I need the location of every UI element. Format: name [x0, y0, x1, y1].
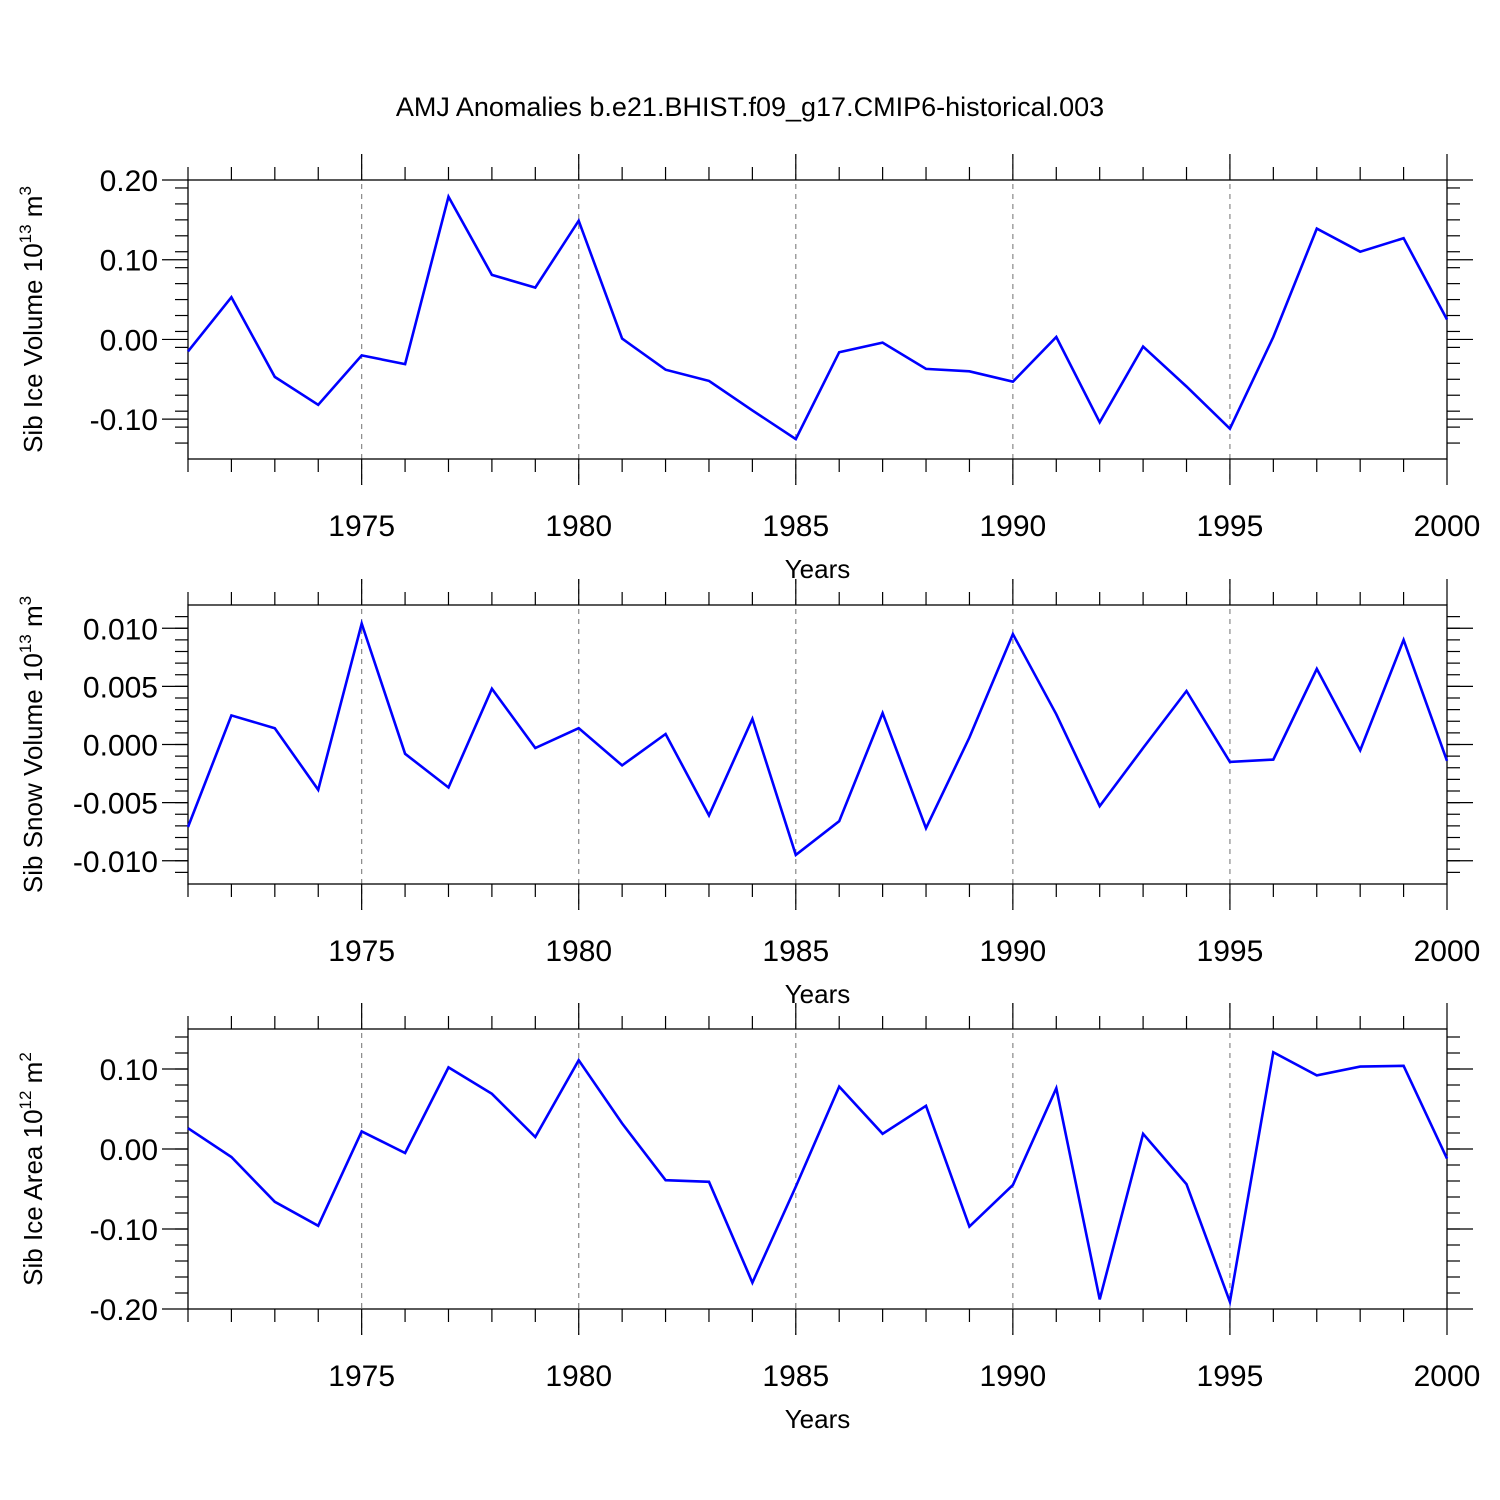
y-axis-label-unit: m [18, 196, 48, 225]
x-tick-label: 1980 [545, 935, 612, 968]
y-tick-label: 0.00 [100, 1134, 158, 1167]
y-tick-label: -0.10 [90, 404, 158, 437]
y-axis-label: Sib Ice Area 1012 m2 [16, 1052, 48, 1286]
x-axis-label: Years [785, 979, 851, 1009]
y-tick-label: -0.20 [90, 1294, 158, 1327]
y-axis-label-exponent: 12 [16, 1091, 35, 1110]
x-tick-label: 1990 [979, 510, 1046, 543]
x-tick-label: 1985 [762, 935, 829, 968]
figure-title: AMJ Anomalies b.e21.BHIST.f09_g17.CMIP6-… [396, 92, 1104, 122]
y-tick-label: 0.005 [83, 671, 158, 704]
y-axis-label-unit-exponent: 2 [16, 1052, 35, 1061]
series-line [186, 619, 1449, 858]
y-tick-label: -0.010 [73, 846, 158, 879]
x-tick-label: 1995 [1197, 1360, 1264, 1393]
x-tick-label: 2000 [1414, 1360, 1481, 1393]
y-axis-label-unit: m [18, 1062, 48, 1091]
y-axis-label-exponent: 13 [16, 634, 35, 653]
panels: 1975 1980 1985 1990 1995 2000 Years -0.10 0.00 0.… [16, 154, 1480, 1434]
y-tick-label: 0.10 [100, 245, 158, 278]
y-axis-label: Sib Ice Volume 1013 m3 [16, 186, 48, 453]
x-axis-label: Years [785, 1404, 851, 1434]
x-tick-label: 1975 [328, 510, 395, 543]
y-axis-label-exponent: 13 [16, 224, 35, 243]
x-axis-label: Years [785, 554, 851, 584]
y-axis-label-base: Sib Snow Volume 10 [18, 653, 48, 893]
y-tick-label: -0.10 [90, 1214, 158, 1247]
y-axis-label: Sib Snow Volume 1013 m3 [16, 596, 48, 893]
y-axis-label-base: Sib Ice Volume 10 [18, 243, 48, 453]
y-tick-label: -0.005 [73, 788, 158, 821]
series-line [187, 1050, 1449, 1307]
y-tick-label: 0.10 [100, 1054, 158, 1087]
x-tick-label: 1990 [979, 935, 1046, 968]
panel-3: 1975 1980 1985 1990 1995 2000 Years -0.20 -0.10 0… [16, 1003, 1480, 1434]
x-tick-label: 2000 [1414, 510, 1481, 543]
series-line [186, 193, 1449, 441]
panel-2: 1975 1980 1985 1990 1995 2000 Years -0.010 -0.00… [16, 579, 1480, 1009]
y-axis-label-unit: m [18, 605, 48, 634]
x-tick-label: 1980 [545, 510, 612, 543]
y-tick-label: 0.00 [100, 324, 158, 357]
y-axis-label-unit-exponent: 3 [16, 596, 35, 605]
x-tick-label: 1975 [328, 1360, 395, 1393]
y-tick-label: 0.20 [100, 165, 158, 198]
x-tick-label: 1995 [1197, 935, 1264, 968]
y-axis-label-unit-exponent: 3 [16, 186, 35, 195]
plot-frame [187, 1028, 1448, 1310]
x-tick-label: 1990 [979, 1360, 1046, 1393]
plot-frame [187, 179, 1448, 460]
panel-1: 1975 1980 1985 1990 1995 2000 Years -0.10 0.00 0.… [16, 154, 1480, 584]
x-tick-label: 1980 [545, 1360, 612, 1393]
x-tick-label: 1985 [762, 1360, 829, 1393]
x-tick-label: 2000 [1414, 935, 1481, 968]
plot-frame [187, 604, 1448, 885]
y-tick-label: 0.010 [83, 613, 158, 646]
x-tick-label: 1985 [762, 510, 829, 543]
x-tick-label: 1975 [328, 935, 395, 968]
y-axis-label-base: Sib Ice Area 10 [18, 1109, 48, 1285]
y-tick-label: 0.000 [83, 730, 158, 763]
x-tick-label: 1995 [1197, 510, 1264, 543]
